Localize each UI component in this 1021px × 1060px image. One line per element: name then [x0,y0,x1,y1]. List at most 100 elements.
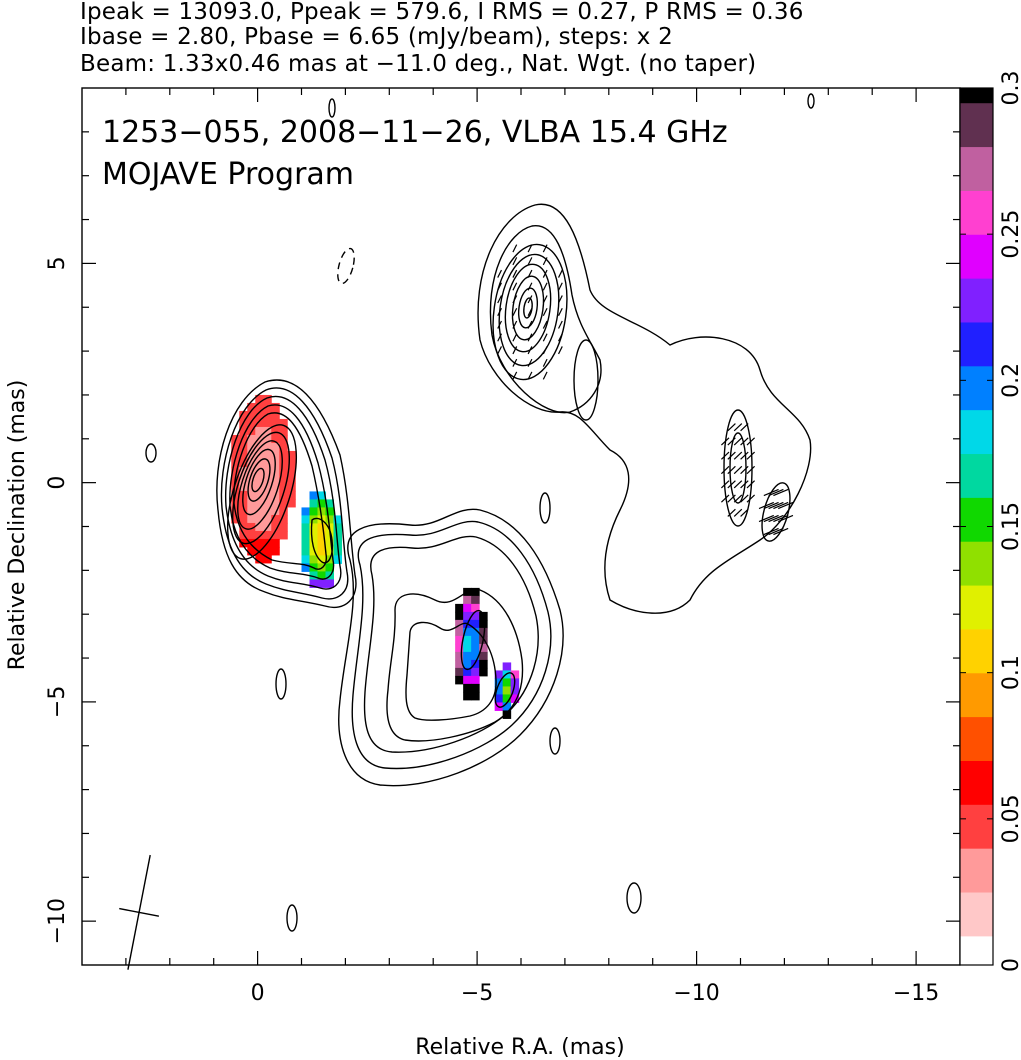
colorbar-tick-label: 0.25 [999,210,1021,259]
pol-pixel [463,596,472,605]
contour-north-knot [574,340,598,420]
pol-pixel [471,636,480,645]
evpa-tick [543,346,547,354]
pol-pixel [471,668,480,677]
colorbar-cell [960,220,993,235]
pol-pixel [455,604,464,613]
pol-pixel [310,531,319,540]
colorbar-cell [960,117,993,132]
colorbar-cell [960,907,993,922]
pol-pixel [463,644,472,653]
colorbar-tick-label: 0.05 [999,794,1021,843]
pol-pixel [271,539,280,548]
colorbar-tick-label: 0.15 [999,502,1021,551]
pol-pixel [279,523,288,532]
colorbar-tick-label: 0 [999,958,1021,972]
colorbar-cell [960,351,993,366]
pol-pixel [302,555,311,564]
pol-pixel [326,579,335,588]
colorbar-cell [960,132,993,147]
colorbar-tick-label: 0.1 [999,655,1021,690]
stokes-i-contours [146,94,814,931]
pol-pixel [471,684,480,693]
pol-pixel [302,539,311,548]
colorbar-cell [960,863,993,878]
colorbar-cell [960,687,993,702]
beam-ellipse [119,855,159,970]
pol-pixel [503,678,512,687]
pol-pixel [479,660,488,669]
evpa-tick [728,452,736,459]
x-tick-label: 0 [251,981,265,1006]
pol-pixel [263,419,272,428]
colorbar-cell [960,424,993,439]
colorbar-cell [960,322,993,337]
evpa-tick [559,270,563,278]
colorbar-cell [960,336,993,351]
contour-east-knot-3 [757,480,796,544]
colorbar-cell [960,877,993,892]
colorbar-cell [960,731,993,746]
pol-pixel [463,652,472,661]
evpa-tick [513,283,517,291]
pol-pixel [310,499,319,508]
noise-contour [287,905,297,931]
colorbar-cell [960,293,993,308]
colorbar-cell [960,263,993,278]
contour-south-outer [339,509,563,785]
colorbar-cell [960,103,993,118]
evpa-tick [528,359,532,367]
colorbar-tick-label: 0.3 [999,71,1021,106]
colorbar-cell [960,278,993,293]
y-tick-label: −10 [45,898,70,944]
colorbar-cell [960,936,993,951]
pol-pixel [302,515,311,524]
pol-pixel [479,620,488,629]
colorbar-cell [960,161,993,176]
pol-pixel [334,555,343,564]
chart-subtitle: MOJAVE Program [102,157,354,192]
evpa-tick [528,283,532,291]
evpa-tick [734,438,742,445]
colorbar-cell [960,760,993,775]
colorbar-cell [960,146,993,161]
colorbar-cell [960,468,993,483]
colorbar-cell [960,892,993,907]
pol-pixel [318,523,327,532]
colorbar-cell [960,746,993,761]
pol-pixel [271,427,280,436]
evpa-tick [498,346,502,354]
pol-pixel [463,676,472,685]
pol-pixel [247,515,256,524]
evpa-tick [543,334,547,342]
pol-pixel [310,507,319,516]
evpa-tick [543,372,547,380]
evpa-tick [734,481,742,488]
contour-east-knot-2 [730,433,746,503]
colorbar-cell [960,395,993,410]
colorbar-cell [960,512,993,527]
colorbar-cell [960,848,993,863]
evpa-tick [734,424,742,431]
pol-pixel [471,612,480,621]
pol-pixel [302,547,311,556]
colorbar-cell [960,88,993,103]
colorbar-cell [960,249,993,264]
pol-pixel [455,628,464,637]
colorbar-cell [960,190,993,205]
pol-pixel [479,652,488,661]
colorbar-cell [960,439,993,454]
pol-pixel [479,668,488,677]
colorbar-cell [960,702,993,717]
pol-pixel [310,523,319,532]
evpa-tick [747,466,755,473]
evpa-tick [728,466,736,473]
colorbar-cell [960,541,993,556]
colorbar-cell [960,921,993,936]
noise-contour [146,444,156,462]
colorbar: 00.050.10.150.20.250.3 [960,71,1021,973]
pol-pixel [318,547,327,556]
y-tick-label: −5 [45,686,70,718]
evpa-tick [741,452,749,459]
evpa-tick [734,452,742,459]
